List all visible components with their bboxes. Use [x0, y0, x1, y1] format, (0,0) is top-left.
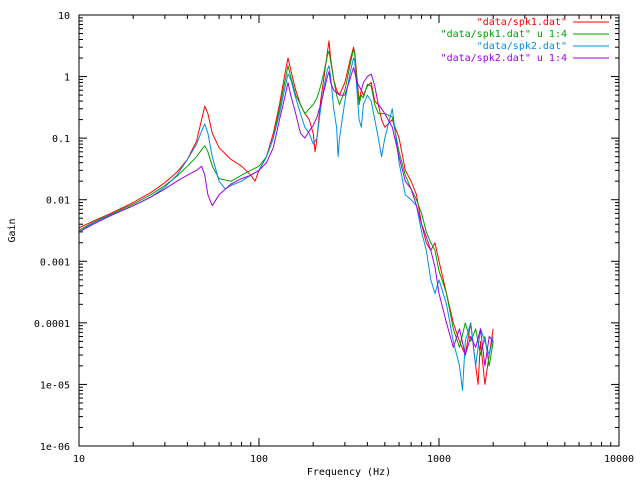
legend-label-2: "data/spk1.dat" u 1:4 — [441, 29, 567, 40]
x-tick-label: 100 — [250, 454, 268, 465]
y-tick-label: 1e-06 — [40, 442, 70, 453]
x-tick-label: 1000 — [427, 454, 451, 465]
ticks-layer — [78, 14, 620, 447]
series-line-4 — [78, 67, 494, 367]
x-tick-label: 10 — [73, 454, 85, 465]
y-tick-label: 1e-05 — [40, 380, 70, 391]
y-tick-label: 0.01 — [46, 196, 70, 207]
y-tick-label: 0.0001 — [34, 319, 70, 330]
legend: "data/spk1.dat""data/spk1.dat" u 1:4"dat… — [441, 17, 609, 64]
y-tick-label: 0.001 — [40, 257, 70, 268]
y-tick-label: 0.1 — [52, 134, 70, 145]
legend-label-4: "data/spk2.dat" u 1:4 — [441, 53, 567, 64]
series-line-3 — [78, 57, 494, 391]
labels-layer: 10 100 1000 10000 1e-06 1e-05 0.0001 0.001 0.01 0… — [34, 11, 634, 465]
series-layer — [78, 40, 494, 391]
y-tick-label: 10 — [58, 11, 70, 22]
x-axis-title: Frequency (Hz) — [307, 467, 391, 478]
plot-frame — [78, 14, 620, 447]
y-tick-label: 1 — [64, 73, 70, 84]
legend-label-1: "data/spk1.dat" — [477, 17, 567, 28]
y-axis-title: Gain — [7, 218, 18, 242]
x-tick-label: 10000 — [604, 454, 634, 465]
legend-label-3: "data/spk2.dat" — [477, 41, 567, 52]
series-line-2 — [78, 48, 494, 367]
